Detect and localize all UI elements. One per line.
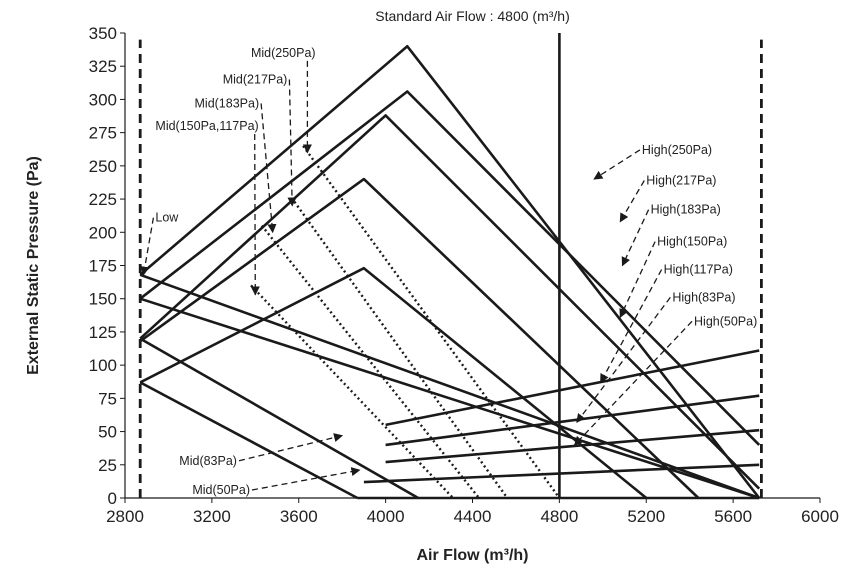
annotation-label: Mid(50Pa) [192,483,250,497]
y-tick-label: 200 [89,223,117,242]
annotation-label: High(217Pa) [646,173,716,187]
series-line-11 [385,394,760,447]
annotation-label: High(50Pa) [694,314,757,328]
y-tick-label: 75 [98,389,117,408]
y-tick-label: 250 [89,157,117,176]
y-tick-label: 175 [89,257,117,276]
y-tick-label: 150 [89,290,117,309]
x-tick-label: 4400 [454,507,492,526]
y-axis-ticks: 0 25 50 75 100 125 150 175 200 225 250 275 300 325 350 [89,24,125,508]
annotation-label: High(83Pa) [672,290,735,304]
annotation-arrow [576,297,671,424]
series-line-13 [363,463,760,484]
series-line-5 [139,266,648,500]
y-tick-label: 25 [98,456,117,475]
annotation-arrow [573,320,693,446]
series-line-4 [139,177,700,499]
annotation-label: High(117Pa) [664,262,733,276]
annotation-arrow [238,433,344,462]
annotation-arrow [260,103,277,234]
x-tick-label: 3600 [280,507,318,526]
y-tick-label: 100 [89,356,117,375]
series-line-12 [385,428,760,464]
y-tick-label: 0 [108,489,117,508]
annotation-arrow [621,209,650,267]
series-line-3 [139,114,761,490]
series-line-7 [139,297,760,500]
annotation-arrow [619,241,656,319]
y-tick-label: 350 [89,24,117,43]
annotation-label: Mid(217Pa) [223,73,288,87]
annotation-arrow [593,149,641,180]
annotation-arrow [287,79,297,207]
series-line-20 [260,224,480,499]
annotation-label: High(183Pa) [651,203,721,217]
annotation-label: Mid(150Pa,117Pa) [155,119,258,133]
x-tick-label: 4800 [540,507,578,526]
y-tick-label: 300 [89,90,117,109]
annotation-label: High(250Pa) [642,143,712,157]
y-tick-label: 225 [89,190,117,209]
x-axis-title: Air Flow (m³/h) [417,547,529,564]
annotation-arrow [600,269,663,384]
annotation-label: Low [155,211,179,225]
x-tick-label: 5200 [627,507,665,526]
x-tick-label: 6000 [801,507,839,526]
x-tick-label: 4000 [367,507,405,526]
x-tick-label: 3200 [193,507,231,526]
annotation-label: Mid(83Pa) [179,454,237,468]
y-tick-label: 325 [89,57,117,76]
series-lines [138,33,763,500]
annotation-arrow [250,133,260,296]
x-axis-ticks: 2800 3200 3600 4000 4400 4800 5200 5600 6000 [106,498,839,526]
series-line-21 [250,284,454,499]
series-line-8 [139,337,419,500]
chart-title: Standard Air Flow : 4800 (m³/h) [375,8,570,24]
y-tick-label: 125 [89,323,117,342]
annotation-label: High(150Pa) [657,235,727,249]
annotations: Mid(250Pa) Mid(217Pa) Mid(183Pa) Mid(150Pa,… [140,46,757,497]
series-line-6 [139,273,760,500]
series-line-2 [139,90,761,446]
series-line-9 [139,381,359,500]
y-tick-label: 275 [89,124,117,143]
annotation-label: Mid(250Pa) [251,46,316,60]
annotation-arrow [619,180,645,223]
annotation-label: Mid(183Pa) [195,96,260,110]
series-line-10 [385,349,760,427]
x-tick-label: 5600 [714,507,752,526]
y-axis-title: External Static Pressure (Pa) [25,156,42,375]
x-tick-label: 2800 [106,507,144,526]
series-line-1 [139,44,761,499]
annotation-arrow [251,467,361,491]
series-line-19 [293,200,509,499]
y-tick-label: 50 [98,423,117,442]
